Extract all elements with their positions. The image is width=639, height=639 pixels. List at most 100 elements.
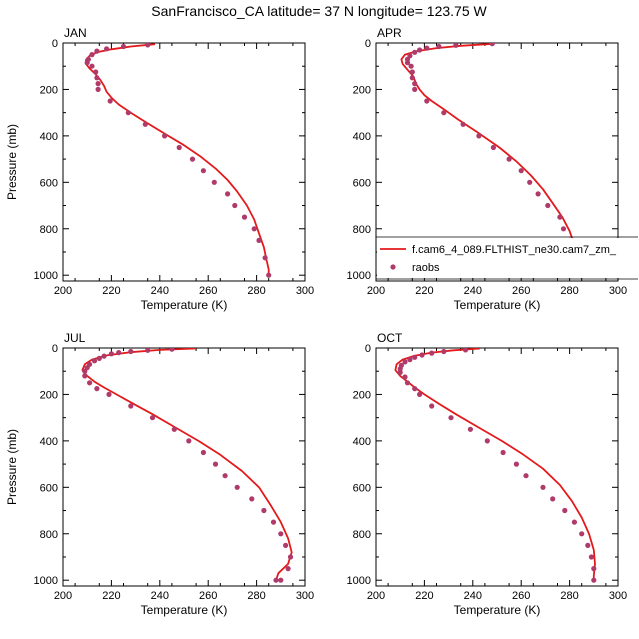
y-tick-label: 600 — [40, 177, 58, 189]
x-tick-label: 200 — [367, 285, 385, 297]
x-tick-label: 260 — [199, 590, 217, 602]
x-tick-label: 240 — [464, 590, 482, 602]
x-tick-label: 300 — [609, 590, 627, 602]
x-tick-label: 240 — [151, 590, 169, 602]
raobs-point — [591, 566, 597, 572]
raobs-point — [535, 191, 541, 197]
raobs-point — [94, 75, 100, 81]
raobs-point — [412, 49, 418, 55]
raobs-point — [436, 43, 442, 50]
raobs-point — [91, 358, 98, 364]
raobs-point — [249, 496, 255, 502]
y-tick-label: 800 — [40, 224, 58, 236]
raobs-point — [409, 69, 415, 75]
raobs-point — [171, 426, 177, 432]
raobs-point — [562, 507, 568, 514]
plot-area — [394, 348, 597, 583]
raobs-point — [169, 348, 175, 352]
panel-jan: 200 220 240 260 280 300 0 200 400 600 800 1000 JAN Te… — [5, 26, 314, 312]
raobs-point — [571, 519, 578, 525]
raobs-point — [232, 202, 238, 209]
raobs-point — [270, 519, 277, 525]
raobs-point — [484, 438, 490, 444]
raobs-point — [419, 352, 425, 358]
raobs-point — [107, 98, 113, 104]
raobs-point — [429, 403, 435, 409]
x-tick-label: 260 — [512, 285, 530, 297]
raobs-point — [186, 438, 192, 444]
raobs-point — [545, 202, 551, 209]
raobs-point — [579, 531, 585, 537]
raobs-point — [95, 86, 101, 92]
raobs-point — [278, 577, 284, 583]
x-tick-label: 300 — [609, 285, 627, 297]
raobs-point — [490, 144, 496, 151]
raobs-point — [417, 391, 423, 397]
raobs-point — [145, 43, 151, 48]
panel-oct: 200 220 240 260 280 300 0 200 400 600 800 1000 OCT Te… — [347, 331, 628, 617]
x-axis-label: Temperature (K) — [141, 603, 228, 617]
panels: 200 220 240 260 280 300 0 200 400 600 800 1000 JAN Te… — [5, 26, 638, 617]
raobs-point — [424, 98, 430, 104]
x-tick-label: 280 — [247, 590, 265, 602]
raobs-point — [591, 577, 597, 583]
raobs-point — [261, 507, 267, 514]
x-tick-label: 240 — [464, 285, 482, 297]
raobs-point — [476, 133, 482, 139]
raobs-point — [402, 359, 408, 365]
x-tick-label: 280 — [247, 285, 265, 297]
plot-frame — [62, 347, 306, 587]
raobs-point — [89, 63, 95, 69]
y-tick-label: 1000 — [347, 270, 371, 282]
y-tick-label: 400 — [40, 131, 58, 143]
raobs-point — [429, 350, 435, 356]
raobs-point — [412, 86, 418, 92]
raobs-point — [278, 531, 284, 537]
raobs-point — [93, 69, 99, 75]
raobs-point — [412, 354, 418, 360]
plot-area — [81, 348, 294, 583]
y-tick-label: 1000 — [34, 575, 58, 587]
y-tick-label: 200 — [353, 389, 371, 401]
raobs-point — [417, 47, 423, 53]
raobs-point — [145, 348, 151, 353]
y-tick-label: 200 — [353, 84, 371, 96]
raobs-point — [287, 554, 294, 560]
figure-title: SanFrancisco_CA latitude= 37 N longitude… — [151, 3, 487, 19]
y-tick-label: 800 — [40, 529, 58, 541]
plot-frame — [375, 347, 619, 587]
panel-jul: 200 220 240 260 280 300 0 200 400 600 800 1000 JUL Te… — [5, 331, 314, 617]
raobs-point — [116, 350, 122, 356]
raobs-point — [84, 60, 90, 66]
raobs-point — [82, 373, 88, 379]
y-tick-label: 0 — [365, 38, 371, 50]
raobs-point — [212, 461, 219, 467]
raobs-point — [412, 81, 418, 87]
y-tick-label: 600 — [40, 482, 58, 494]
x-tick-label: 280 — [560, 285, 578, 297]
panel-label: JUL — [64, 331, 86, 345]
panel-label: JAN — [64, 26, 87, 40]
raobs-point — [106, 391, 112, 397]
raobs-point — [211, 179, 217, 185]
raobs-point — [408, 63, 414, 69]
raobs-point — [489, 43, 495, 47]
raobs-point — [441, 348, 447, 355]
raobs-point — [104, 46, 110, 52]
model-profile-line — [85, 43, 270, 276]
y-tick-label: 400 — [353, 131, 371, 143]
x-tick-label: 260 — [199, 285, 217, 297]
raobs-point — [518, 168, 524, 174]
x-tick-label: 220 — [415, 285, 433, 297]
raobs-point — [266, 272, 272, 278]
x-tick-label: 240 — [151, 285, 169, 297]
raobs-point — [273, 577, 279, 583]
raobs-point — [404, 60, 411, 66]
raobs-point — [82, 368, 88, 374]
raobs-point — [513, 461, 520, 467]
y-tick-label: 600 — [353, 177, 371, 189]
raobs-point — [189, 156, 196, 162]
panel-apr: 200 220 240 260 280 300 0 200 400 600 800 1000 APR Te… — [347, 26, 638, 312]
y-tick-label: 800 — [353, 529, 371, 541]
